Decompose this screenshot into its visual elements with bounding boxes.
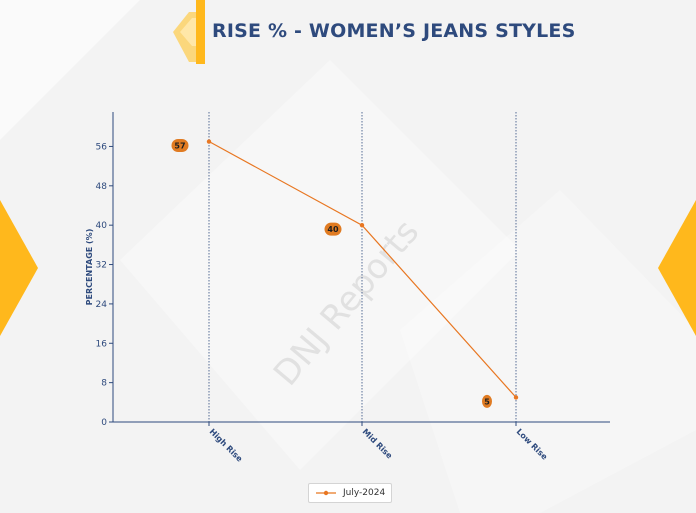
y-tick-label: 0	[101, 418, 107, 428]
y-tick-label: 8	[101, 379, 107, 389]
data-label: 57	[174, 142, 185, 151]
data-label: 5	[484, 397, 490, 406]
x-tick-label: Mid Rise	[361, 427, 395, 461]
y-tick-label: 56	[96, 142, 108, 152]
data-point	[206, 139, 212, 144]
vertical-gridlines	[208, 112, 517, 422]
watermark-text: DNJ Reports	[266, 212, 427, 393]
y-tick-label: 16	[96, 339, 108, 349]
y-axis-label: PERCENTAGE (%)	[85, 229, 94, 306]
legend-label: July-2024	[343, 488, 386, 498]
data-label-badge	[171, 139, 189, 153]
legend-line-marker-icon	[316, 490, 336, 496]
data-label-badge	[324, 222, 342, 236]
data-point	[513, 395, 519, 400]
data-label-badge	[482, 394, 492, 408]
x-axis-ticks: High Rise Mid Rise Low Rise	[208, 422, 550, 464]
series-lines	[206, 139, 519, 400]
right-accent-shape	[658, 200, 696, 336]
data-labels: 57 40 5	[171, 139, 492, 408]
x-tick-label: High Rise	[208, 427, 245, 464]
page-title: RISE % - WOMEN’S JEANS STYLES	[212, 20, 576, 42]
data-label: 40	[327, 225, 339, 234]
left-accent-shape	[0, 200, 38, 336]
chart-legend: July-2024	[308, 483, 393, 503]
y-tick-label: 40	[96, 221, 108, 231]
y-tick-label: 24	[96, 300, 108, 310]
title-accent-bar	[196, 0, 205, 64]
y-axis-ticks: 0 8 16 24 32 40 48 56	[96, 142, 113, 428]
data-point	[359, 222, 365, 228]
y-tick-label: 32	[96, 261, 107, 271]
y-tick-label: 48	[96, 182, 108, 192]
x-tick-label: Low Rise	[515, 427, 550, 462]
